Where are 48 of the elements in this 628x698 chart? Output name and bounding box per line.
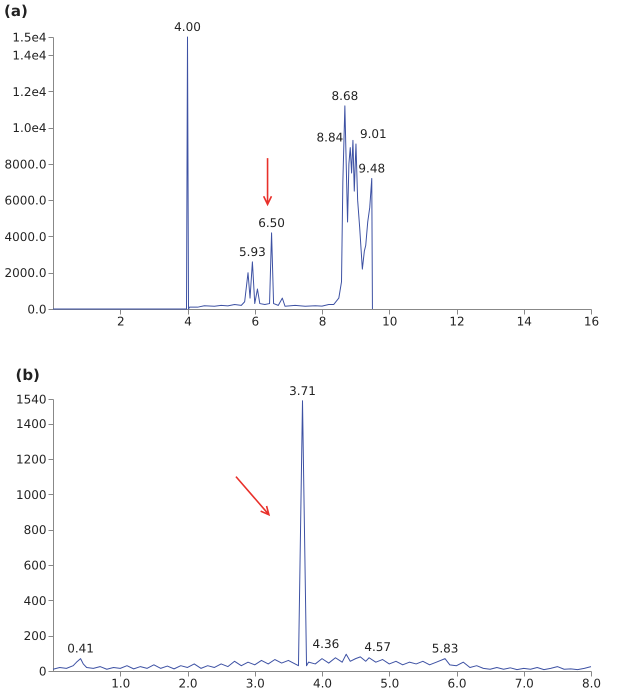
annotation: 9.01 — [360, 126, 387, 141]
y-tick-label: 1.2e4 — [12, 84, 46, 99]
y-tick-label: 600 — [24, 558, 46, 573]
annotation: 4.57 — [364, 640, 392, 654]
y-tick-label: 1540 — [16, 392, 46, 406]
annotation: 4.36 — [312, 637, 340, 652]
x-tick-label: 4 — [184, 314, 192, 328]
x-tick-label: 10 — [382, 314, 398, 328]
annotation: 9.48 — [358, 161, 386, 176]
chart-title: (a) — [4, 2, 28, 20]
x-tick-label: 7.0 — [514, 676, 534, 690]
y-tick-label: 800 — [24, 523, 46, 538]
x-tick-label: 3.0 — [246, 676, 265, 690]
annotation: 5.93 — [239, 244, 266, 259]
x-tick-label: 16 — [584, 314, 600, 328]
annotation: 4.00 — [174, 20, 201, 34]
x-tick-label: 8.0 — [582, 676, 602, 690]
x-tick-label: 14 — [516, 314, 532, 328]
x-tick-label: 12 — [449, 314, 465, 328]
x-tick-label: 2.0 — [178, 676, 198, 690]
x-tick-label: 2 — [116, 314, 125, 328]
annotation: 8.68 — [332, 88, 358, 103]
y-tick-label: 200 — [24, 629, 46, 644]
annotation: 5.83 — [432, 642, 458, 656]
y-tick-label: 1.4e4 — [12, 48, 46, 63]
x-tick-label: 6.0 — [447, 676, 467, 690]
chart-title: (b) — [15, 366, 40, 384]
y-tick-label: 1000 — [16, 488, 46, 502]
y-tick-label: 0.0 — [27, 302, 46, 316]
annotation: 8.84 — [316, 130, 344, 145]
y-tick-label: 1.5e4 — [12, 30, 46, 44]
y-tick-label: 1.0e4 — [12, 121, 46, 136]
annotation: 3.71 — [289, 384, 316, 398]
y-tick-label: 1400 — [16, 417, 46, 432]
y-tick-label: 0 — [38, 664, 46, 678]
y-tick-label: 6000.0 — [4, 194, 46, 208]
y-tick-label: 8000.0 — [4, 157, 46, 172]
x-tick-label: 5.0 — [380, 676, 400, 690]
x-tick-label: 4.0 — [312, 676, 332, 690]
y-tick-label: 1200 — [16, 452, 46, 467]
x-tick-label: 6 — [251, 314, 260, 328]
y-tick-label: 400 — [24, 594, 46, 608]
x-tick-label: 8 — [318, 314, 326, 328]
annotation: 6.50 — [258, 216, 285, 230]
x-tick-label: 1.0 — [111, 676, 130, 690]
y-tick-label: 2000.0 — [4, 266, 46, 280]
annotation: 0.41 — [67, 642, 94, 656]
y-tick-label: 4000.0 — [4, 230, 46, 244]
